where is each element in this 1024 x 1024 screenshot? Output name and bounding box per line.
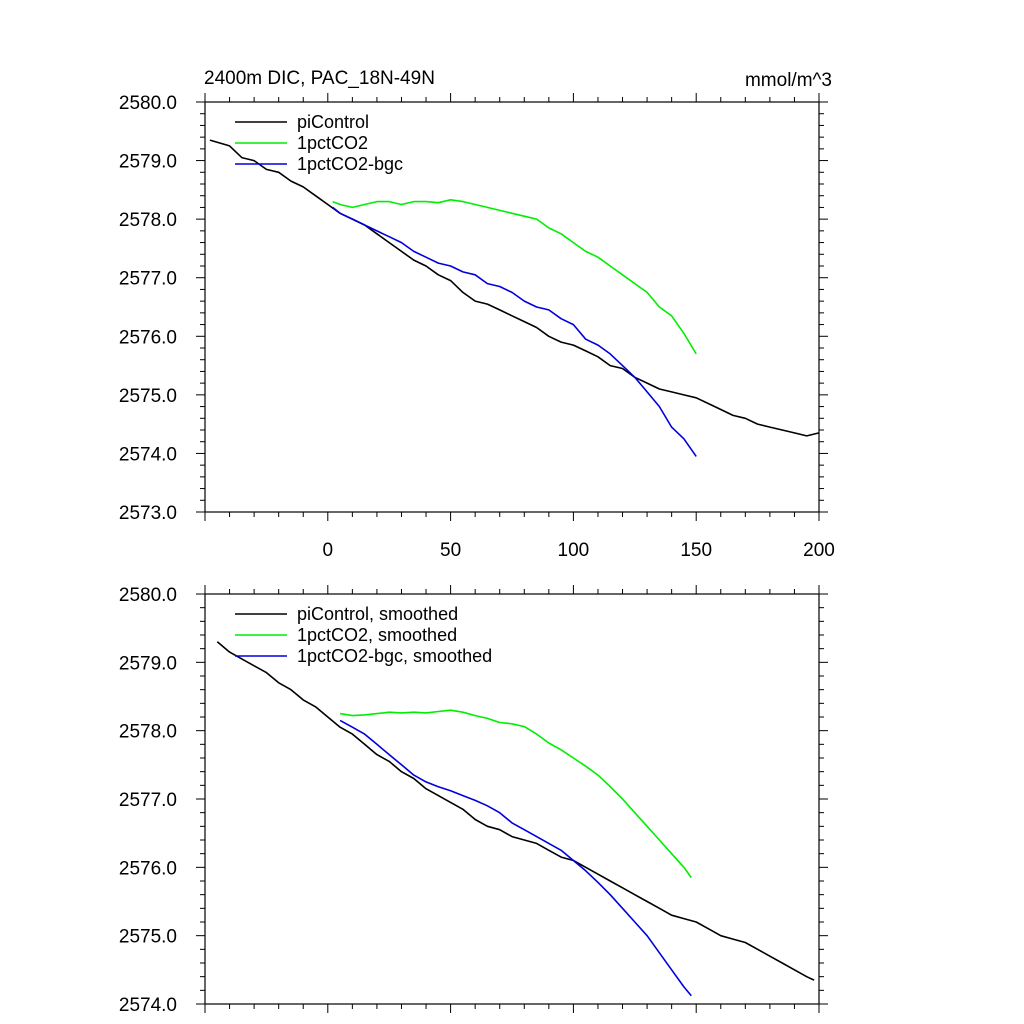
x-tick-label: 0	[323, 540, 334, 561]
y-tick-label: 2576.0	[119, 327, 177, 348]
legend-label: 1pctCO2-bgc, smoothed	[297, 646, 492, 666]
y-tick-labels: 2573.0 2574.0 2575.0 2576.0 2577.0 2578.0 2579…	[119, 93, 177, 524]
series-line	[339, 719, 692, 997]
plot-frame	[204, 101, 820, 513]
y-tick-label: 2577.0	[119, 269, 177, 290]
legend-label: piControl, smoothed	[297, 604, 458, 624]
tick-marks	[196, 585, 828, 1013]
x-tick-label: 100	[558, 540, 590, 561]
y-tick-label: 2580.0	[119, 93, 177, 114]
series-line	[216, 641, 815, 981]
y-tick-label: 2578.0	[119, 210, 177, 231]
y-tick-label: 2575.0	[119, 386, 177, 407]
legend-label: 1pctCO2-bgc	[297, 154, 403, 174]
legend-label: piControl	[297, 112, 369, 132]
top-panel: 2400m DIC, PAC_18N-49N mmol/m^3 2573.025…	[119, 68, 835, 561]
units-label: mmol/m^3	[745, 70, 832, 91]
y-tick-label: 2574.0	[119, 444, 177, 465]
y-tick-label: 2580.0	[119, 585, 177, 606]
y-tick-label: 2579.0	[119, 152, 177, 173]
y-tick-label: 2574.0	[119, 995, 177, 1016]
legend-label: 1pctCO2, smoothed	[297, 625, 457, 645]
series-lines	[216, 641, 815, 997]
y-tick-label: 2576.0	[119, 858, 177, 879]
x-tick-labels: 0 50 100 150 200	[323, 540, 835, 561]
x-tick-label: 50	[440, 540, 461, 561]
series-line	[332, 206, 697, 457]
series-line	[209, 139, 820, 437]
x-tick-label: 150	[680, 540, 712, 561]
bottom-panel: 2574.0 2575.0 2576.0 2577.0 2578.0 2579.0 2580…	[119, 585, 828, 1016]
tick-marks	[196, 93, 828, 521]
y-tick-label: 2578.0	[119, 722, 177, 743]
legend-label: 1pctCO2	[297, 133, 368, 153]
chart-title: 2400m DIC, PAC_18N-49N	[204, 68, 435, 89]
series-line	[332, 199, 697, 355]
y-tick-labels: 2574.0 2575.0 2576.0 2577.0 2578.0 2579.0 2580…	[119, 585, 177, 1016]
y-tick-label: 2575.0	[119, 927, 177, 948]
y-tick-label: 2573.0	[119, 503, 177, 524]
y-tick-label: 2579.0	[119, 653, 177, 674]
series-lines	[209, 139, 820, 457]
y-tick-label: 2577.0	[119, 790, 177, 811]
series-line	[339, 709, 692, 879]
x-tick-label: 200	[803, 540, 835, 561]
